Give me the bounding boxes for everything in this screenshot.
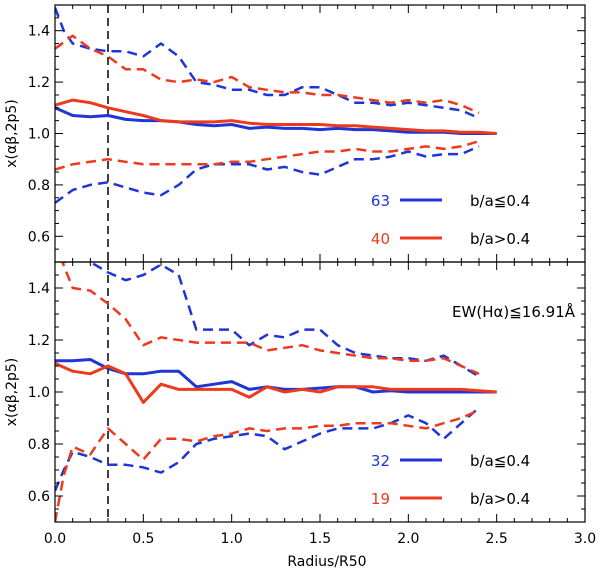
series-line-top-blue-dashed-2: [55, 7, 480, 120]
y-tick-label-bottom: 1.2: [28, 333, 50, 349]
y-tick-label-bottom: 0.6: [28, 489, 50, 505]
series-line-top-red-solid-1: [55, 98, 497, 135]
legend-label-top-red: b/a>0.4: [470, 230, 530, 248]
y-tick-label-bottom: 0.8: [28, 437, 50, 453]
series-line-top-blue-dashed-4: [55, 145, 480, 204]
x-tick-label: 3.0: [574, 531, 596, 547]
series-line-top-blue-solid-0: [55, 106, 497, 135]
legend-label-top-blue: b/a≦0.4: [470, 192, 530, 210]
y-tick-label-top: 0.6: [28, 229, 50, 245]
x-tick-label: 2.5: [486, 531, 508, 547]
y-tick-label-bottom: 1.4: [28, 281, 50, 297]
ew-halpha-annotation: EW(Hα)≦16.91Å: [452, 302, 576, 321]
plot-area-bottom: [55, 262, 497, 522]
series-line-bottom-red-dashed-3: [61, 262, 480, 375]
x-tick-label: 0.5: [132, 531, 154, 547]
series-line-top-red-dashed-5: [55, 140, 480, 171]
x-tick-label: 1.5: [309, 531, 331, 547]
plot-area-top: [55, 5, 497, 262]
x-axis-label: Radius/R50: [287, 554, 366, 570]
axes-layer: 0.6 0.8 1.0 1.2 1.4 x(αβ,2p5) 63 b/a≦0.4 40 b/a>0…: [4, 4, 596, 547]
series-line-top-red-dashed-3: [55, 34, 480, 115]
y-tick-label-top: 1.2: [28, 75, 50, 91]
x-tick-label: 1.0: [221, 531, 243, 547]
series-line-bottom-blue-dashed-4: [55, 406, 480, 492]
y-tick-label-top: 1.0: [28, 127, 50, 143]
x-tick-label: 2.0: [397, 531, 419, 547]
series-line-bottom-blue-solid-0: [55, 358, 497, 394]
legend-count-top-blue: 63: [371, 192, 390, 210]
series-line-bottom-red-solid-1: [55, 362, 497, 404]
legend-count-bottom-blue: 32: [371, 452, 390, 470]
legend-count-bottom-red: 19: [371, 490, 390, 508]
series-line-bottom-red-dashed-5: [55, 409, 480, 522]
y-tick-label-top: 0.8: [28, 178, 50, 194]
legend-label-bottom-red: b/a>0.4: [470, 490, 530, 508]
y-axis-label-top: x(αβ,2p5): [4, 99, 20, 168]
y-axis-label-bottom: x(αβ,2p5): [4, 358, 20, 427]
x-tick-label: 0.0: [44, 531, 66, 547]
y-tick-label-top: 1.4: [28, 24, 50, 40]
legend-count-top-red: 40: [371, 230, 390, 248]
data-layer: [55, 5, 497, 522]
legend-label-bottom-blue: b/a≦0.4: [470, 452, 530, 470]
y-tick-label-bottom: 1.0: [28, 385, 50, 401]
axes-frame-top: [54, 4, 586, 263]
series-line-bottom-blue-dashed-2: [63, 262, 480, 378]
